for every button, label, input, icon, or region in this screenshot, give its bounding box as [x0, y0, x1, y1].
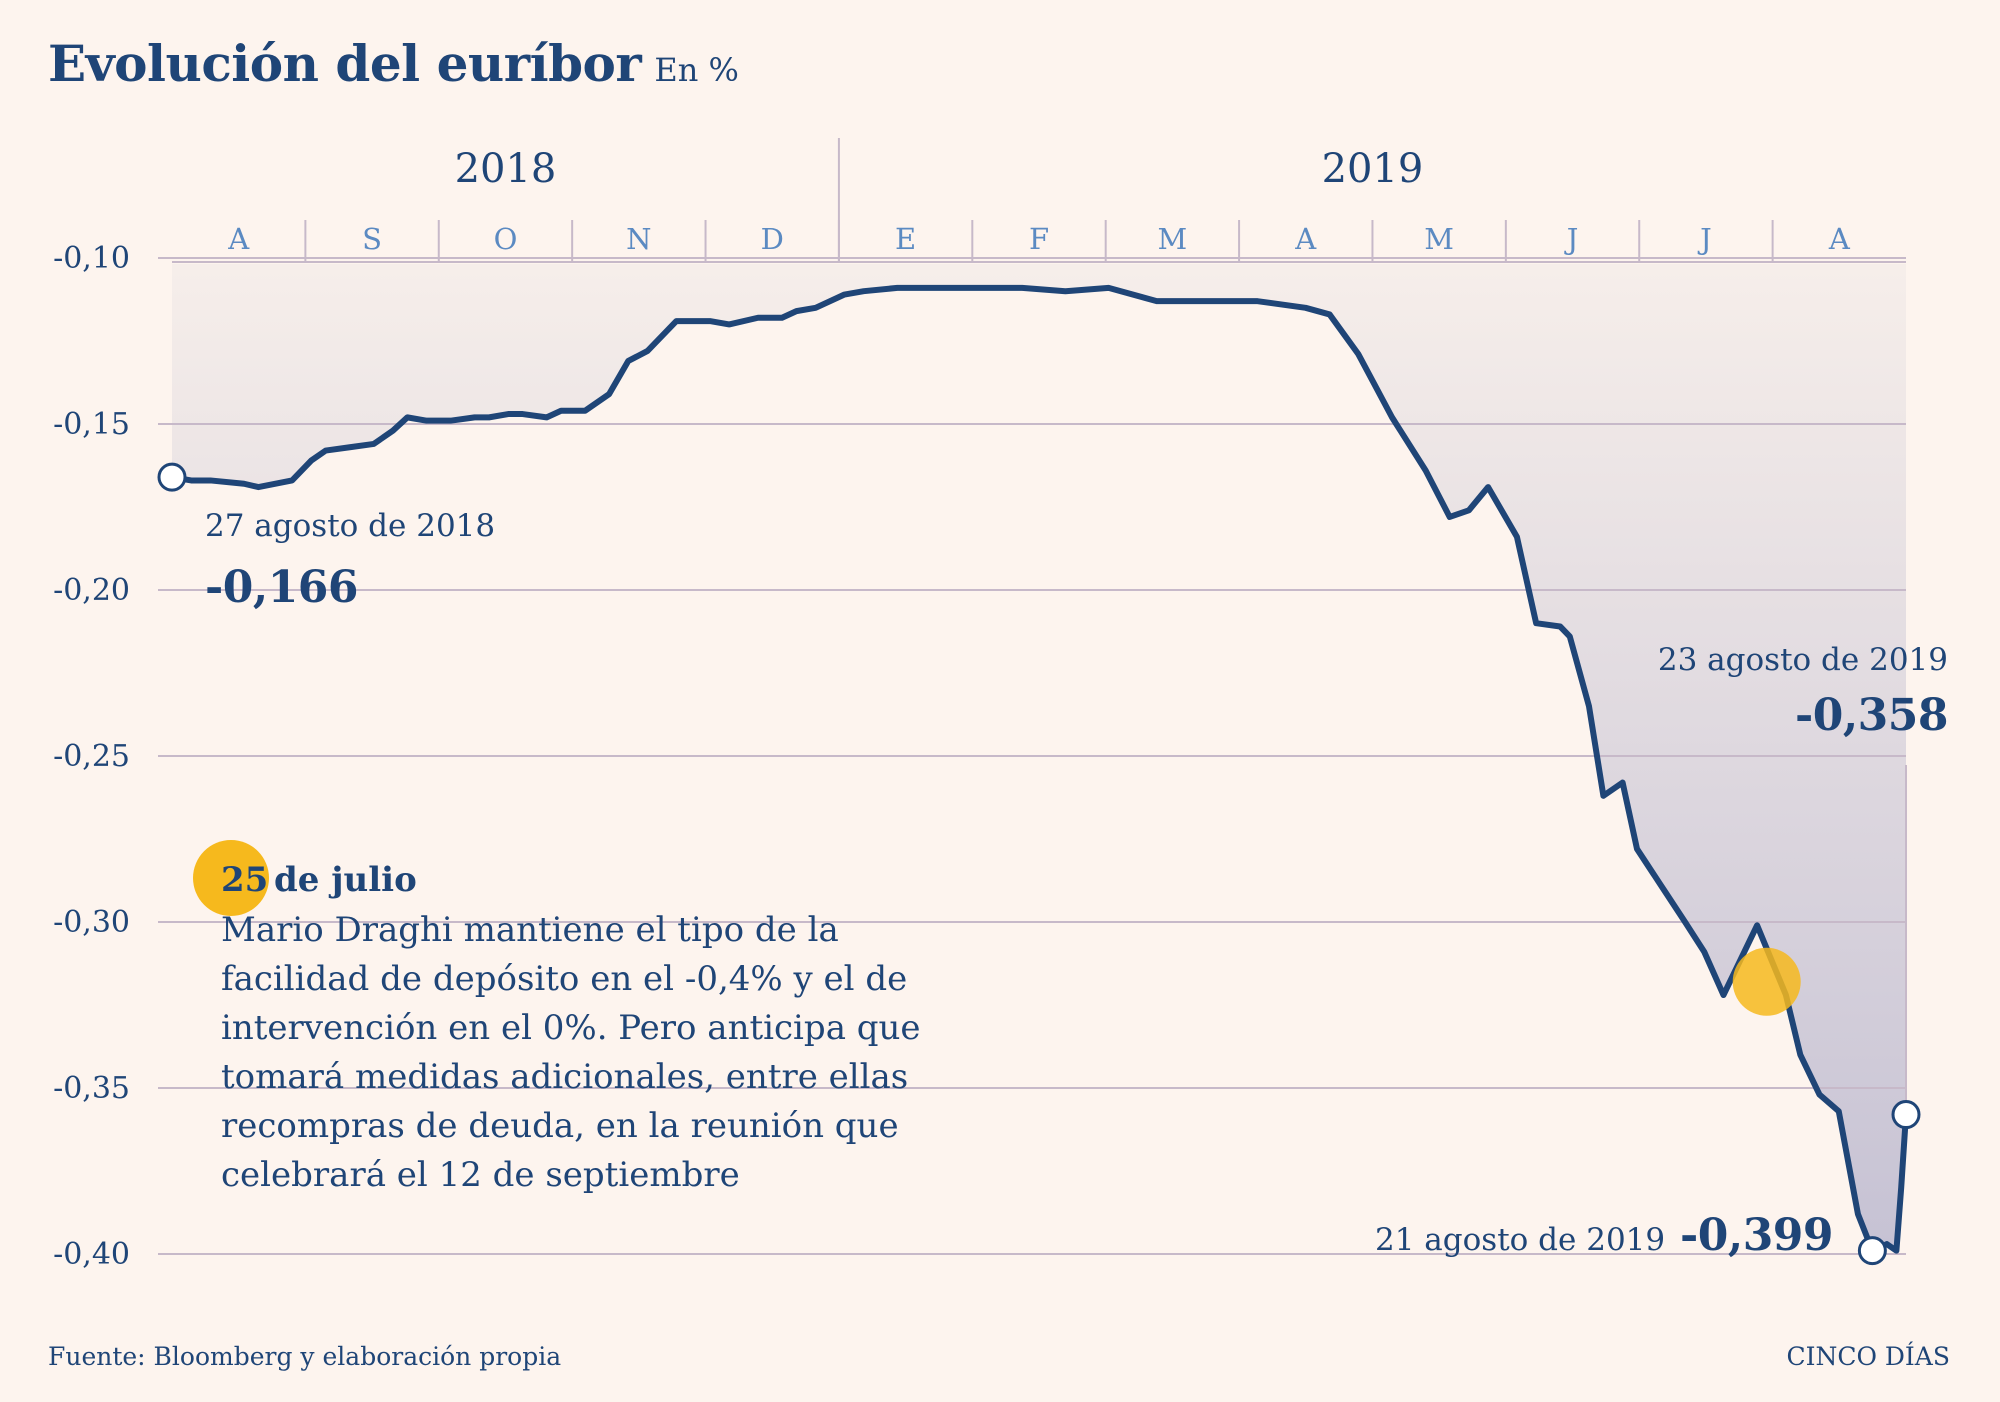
- chart-subtitle: En %: [654, 51, 739, 89]
- event-month: de julio: [274, 860, 417, 900]
- month-label: A: [1828, 222, 1851, 256]
- month-label: N: [626, 222, 651, 256]
- month-label: J: [1697, 222, 1712, 256]
- y-tick-label: -0,30: [53, 905, 130, 940]
- month-label: A: [1294, 222, 1317, 256]
- y-tick-label: -0,10: [53, 241, 130, 276]
- month-label: E: [895, 222, 916, 256]
- start-value-label: -0,166: [205, 562, 359, 613]
- month-label: M: [1158, 222, 1188, 256]
- min-date-label: 21 agosto de 2019: [1375, 1222, 1666, 1258]
- month-label: O: [494, 222, 518, 256]
- event-day: 25: [221, 860, 269, 900]
- y-tick-label: -0,40: [53, 1237, 130, 1272]
- end-date-label: 23 agosto de 2019: [1657, 642, 1948, 678]
- start-marker-point: [157, 462, 187, 492]
- chart-header: Evolución del euríbor En %: [48, 34, 739, 93]
- month-label: M: [1424, 222, 1454, 256]
- y-tick-label: -0,25: [53, 739, 130, 774]
- y-tick-label: -0,20: [53, 573, 130, 608]
- y-tick-label: -0,35: [53, 1071, 130, 1106]
- euribor-line: [169, 284, 1909, 1254]
- start-date-label: 27 agosto de 2018: [205, 508, 496, 544]
- month-label: S: [362, 222, 382, 256]
- event-highlight-dot: [193, 840, 269, 916]
- event-description: Mario Draghi mantiene el tipo de la faci…: [221, 910, 921, 1195]
- area-fill: [172, 264, 1906, 1251]
- month-label: J: [1564, 222, 1579, 256]
- month-label: D: [761, 222, 784, 256]
- end-marker-point: [1891, 1100, 1921, 1130]
- year-label: 2018: [455, 146, 557, 192]
- month-label: A: [227, 222, 250, 256]
- min-value-label: -0,399: [1680, 1210, 1834, 1261]
- event-marker-point: [1732, 947, 1801, 1016]
- source-note: Fuente: Bloomberg y elaboración propia: [48, 1342, 562, 1371]
- end-value-label: -0,358: [1794, 690, 1949, 741]
- y-tick-label: -0,15: [53, 407, 130, 442]
- chart-title: Evolución del euríbor: [48, 34, 642, 93]
- brand-label: CINCO DÍAS: [1786, 1342, 1950, 1371]
- month-label: F: [1029, 222, 1049, 256]
- min-marker-point: [1857, 1236, 1887, 1266]
- year-label: 2019: [1322, 146, 1424, 192]
